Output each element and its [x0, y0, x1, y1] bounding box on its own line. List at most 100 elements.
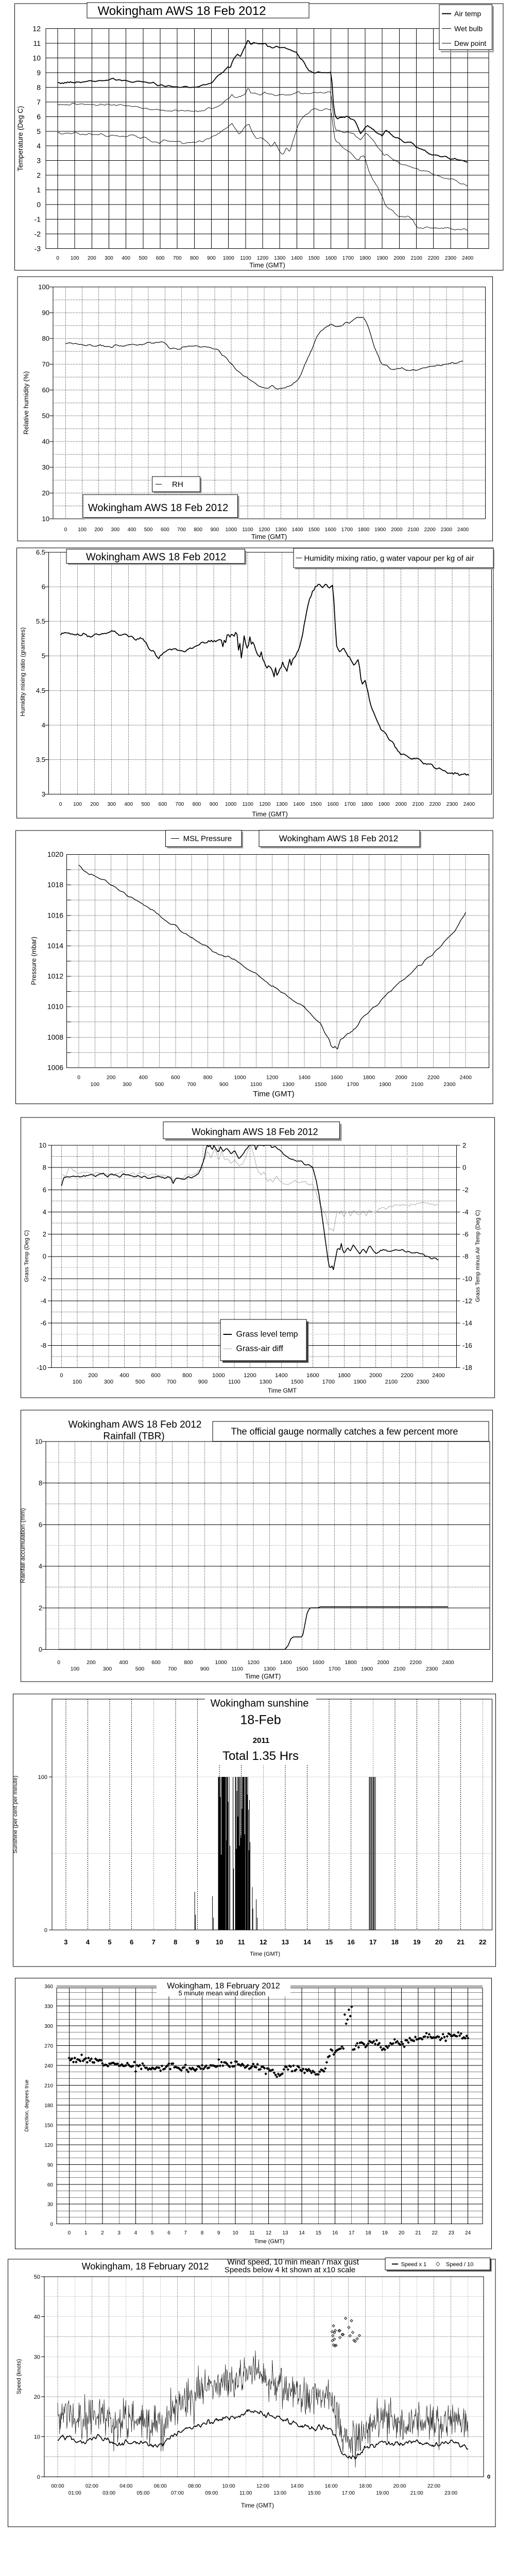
- svg-text:2200: 2200: [428, 256, 440, 261]
- svg-text:500: 500: [155, 1081, 164, 1088]
- svg-text:Air temp: Air temp: [454, 10, 481, 18]
- svg-text:600: 600: [159, 802, 167, 807]
- svg-text:7: 7: [152, 1938, 156, 1946]
- svg-text:600: 600: [161, 527, 169, 533]
- svg-text:17: 17: [369, 1938, 376, 1946]
- svg-text:-3: -3: [35, 245, 41, 253]
- svg-text:09:00: 09:00: [205, 2490, 218, 2496]
- svg-text:1: 1: [84, 2230, 88, 2236]
- svg-text:21: 21: [415, 2230, 421, 2236]
- svg-text:-6: -6: [40, 1319, 46, 1327]
- svg-text:2400: 2400: [442, 1659, 454, 1666]
- svg-text:300: 300: [104, 1379, 113, 1385]
- svg-text:6: 6: [167, 2230, 170, 2236]
- svg-text:-8: -8: [462, 1252, 469, 1260]
- svg-text:Speeds below 4 kt shown at x10: Speeds below 4 kt shown at x10 scale: [225, 2266, 355, 2275]
- svg-text:1500: 1500: [308, 256, 320, 261]
- svg-text:200: 200: [90, 802, 99, 807]
- svg-text:2200: 2200: [401, 1372, 413, 1379]
- svg-text:2000: 2000: [395, 1075, 407, 1081]
- svg-text:70: 70: [42, 361, 49, 368]
- svg-text:11: 11: [238, 1938, 245, 1946]
- svg-text:800: 800: [190, 256, 199, 261]
- svg-text:2100: 2100: [411, 1081, 424, 1088]
- svg-text:8: 8: [43, 1164, 46, 1172]
- svg-text:15:00: 15:00: [307, 2490, 320, 2496]
- svg-text:2100: 2100: [385, 1379, 398, 1385]
- svg-text:Time (GMT): Time (GMT): [250, 1951, 280, 1957]
- svg-text:900: 900: [219, 1081, 229, 1088]
- svg-text:700: 700: [167, 1379, 176, 1385]
- svg-text:1100: 1100: [250, 1081, 262, 1088]
- svg-text:180: 180: [44, 2103, 53, 2109]
- svg-text:Speed (knots): Speed (knots): [16, 2359, 22, 2394]
- svg-text:100: 100: [91, 1081, 100, 1088]
- svg-text:6: 6: [37, 112, 41, 121]
- svg-text:3.5: 3.5: [36, 756, 45, 764]
- svg-text:1012: 1012: [47, 972, 63, 980]
- svg-text:8: 8: [174, 1938, 177, 1946]
- svg-text:0: 0: [44, 1927, 47, 1934]
- svg-text:5: 5: [151, 2230, 154, 2236]
- svg-text:1700: 1700: [341, 527, 353, 533]
- svg-text:800: 800: [184, 1659, 193, 1666]
- svg-text:2200: 2200: [424, 527, 436, 533]
- svg-text:-1: -1: [35, 215, 41, 224]
- svg-text:100: 100: [78, 527, 87, 533]
- svg-text:1600: 1600: [331, 1075, 343, 1081]
- svg-text:30: 30: [34, 2354, 40, 2360]
- svg-text:1400: 1400: [299, 1075, 311, 1081]
- svg-text:2: 2: [462, 1142, 466, 1149]
- svg-text:18:00: 18:00: [359, 2484, 372, 2489]
- svg-text:-4: -4: [40, 1297, 46, 1305]
- svg-text:0: 0: [60, 1372, 63, 1379]
- svg-text:1900: 1900: [379, 1081, 391, 1088]
- svg-text:Wet bulb: Wet bulb: [454, 25, 483, 33]
- svg-text:16: 16: [347, 1938, 354, 1946]
- svg-text:Dew point: Dew point: [454, 39, 486, 47]
- svg-text:1500: 1500: [310, 802, 322, 807]
- svg-text:Time (GMT): Time (GMT): [253, 1090, 294, 1098]
- svg-text:22: 22: [479, 1938, 486, 1946]
- svg-text:300: 300: [111, 527, 120, 533]
- svg-text:360: 360: [44, 1984, 53, 1990]
- svg-text:20:00: 20:00: [393, 2484, 406, 2489]
- svg-text:05:00: 05:00: [136, 2490, 149, 2496]
- svg-text:1200: 1200: [266, 1075, 279, 1081]
- svg-text:500: 500: [141, 802, 150, 807]
- svg-text:6: 6: [39, 1521, 42, 1529]
- svg-text:16:00: 16:00: [325, 2484, 338, 2489]
- svg-text:2: 2: [39, 1604, 42, 1612]
- svg-text:40: 40: [42, 438, 49, 446]
- svg-text:0: 0: [64, 527, 67, 533]
- svg-text:1200: 1200: [257, 256, 269, 261]
- svg-text:0: 0: [68, 2230, 71, 2236]
- svg-text:1900: 1900: [378, 802, 390, 807]
- svg-text:Speed / 10: Speed / 10: [446, 2262, 473, 2268]
- svg-text:500: 500: [139, 256, 148, 261]
- svg-text:1018: 1018: [47, 880, 63, 889]
- svg-text:2400: 2400: [462, 256, 474, 261]
- svg-text:17:00: 17:00: [342, 2490, 355, 2496]
- svg-text:60: 60: [47, 2182, 54, 2188]
- svg-text:1300: 1300: [260, 1379, 272, 1385]
- svg-text:Wokingham, 18 February 2012: Wokingham, 18 February 2012: [82, 2261, 209, 2272]
- svg-text:4: 4: [134, 2230, 138, 2236]
- svg-text:1100: 1100: [242, 802, 253, 807]
- svg-text:1700: 1700: [344, 802, 356, 807]
- svg-text:23: 23: [449, 2230, 455, 2236]
- svg-text:1200: 1200: [259, 802, 271, 807]
- svg-text:Relative humidity (%): Relative humidity (%): [22, 371, 30, 435]
- svg-text:600: 600: [171, 1075, 180, 1081]
- svg-text:-12: -12: [462, 1297, 472, 1305]
- svg-text:1400: 1400: [293, 802, 305, 807]
- svg-text:2100: 2100: [413, 802, 424, 807]
- svg-text:2300: 2300: [426, 1666, 438, 1672]
- svg-text:1900: 1900: [374, 527, 386, 533]
- svg-text:700: 700: [177, 527, 186, 533]
- svg-text:600: 600: [151, 1659, 161, 1666]
- svg-text:Grass-air diff: Grass-air diff: [236, 1345, 284, 1353]
- svg-text:400: 400: [139, 1075, 148, 1081]
- svg-text:20: 20: [435, 1938, 442, 1946]
- svg-text:1200: 1200: [244, 1372, 256, 1379]
